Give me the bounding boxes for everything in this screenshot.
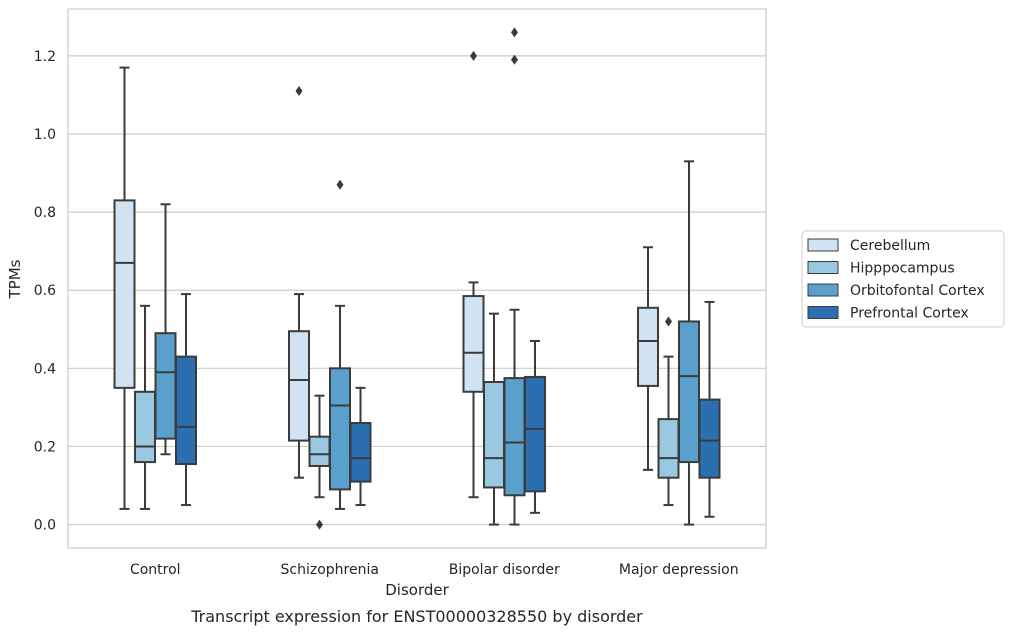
legend-swatch bbox=[807, 306, 839, 319]
box-body bbox=[462, 295, 485, 393]
box-0-1 bbox=[134, 304, 156, 510]
box-body bbox=[154, 332, 177, 440]
y-tick-label: 1.2 bbox=[34, 49, 56, 65]
outlier-point bbox=[665, 316, 672, 327]
box-body bbox=[134, 390, 156, 464]
legend-label: Orbitofontal Cortex bbox=[850, 283, 985, 299]
legend-swatch bbox=[807, 283, 839, 297]
box-2-1 bbox=[483, 312, 505, 526]
box-0-0 bbox=[113, 66, 136, 510]
box-0-3 bbox=[175, 293, 197, 507]
legend-item: Hipppocampus bbox=[807, 261, 955, 277]
outlier-point bbox=[470, 50, 477, 61]
legend: Cerebellum Hipppocampus Orbitofontal Corte… bbox=[801, 230, 1005, 328]
box-3-3 bbox=[698, 300, 721, 518]
outlier-point bbox=[336, 179, 344, 190]
outlier-point bbox=[316, 519, 323, 530]
x-tick-labels: Control Schizophrenia Bipolar disorder Majo… bbox=[130, 562, 739, 578]
legend-label: Cerebellum bbox=[850, 238, 930, 254]
box-body bbox=[483, 381, 505, 489]
box-body bbox=[329, 367, 351, 491]
x-axis-label: Disorder bbox=[385, 581, 449, 599]
box-3-2 bbox=[678, 160, 700, 526]
x-tick-label: Schizophrenia bbox=[281, 562, 379, 578]
box-1-0 bbox=[288, 86, 310, 479]
plot-frame bbox=[67, 8, 767, 549]
y-tick-label: 0.6 bbox=[34, 283, 56, 299]
box-body bbox=[503, 377, 526, 497]
y-tick-label: 0.4 bbox=[34, 361, 56, 377]
box-body bbox=[349, 422, 372, 483]
box-3-0 bbox=[637, 246, 659, 471]
x-tick-label: Control bbox=[130, 562, 181, 578]
box-body bbox=[288, 330, 310, 442]
chart-caption: Transcript expression for ENST0000032855… bbox=[190, 607, 643, 626]
box-body bbox=[678, 320, 700, 464]
box-0-2 bbox=[154, 203, 177, 456]
legend-swatch bbox=[807, 238, 839, 252]
outlier-point bbox=[511, 27, 518, 38]
y-tick-label: 0.2 bbox=[34, 439, 56, 455]
box-2-0 bbox=[462, 50, 485, 499]
outlier-point bbox=[511, 54, 518, 65]
box-body bbox=[524, 375, 546, 493]
box-body bbox=[308, 435, 331, 467]
box-2-3 bbox=[524, 339, 546, 514]
box-1-3 bbox=[349, 386, 372, 507]
box-body bbox=[698, 398, 721, 479]
y-tick-label: 1.0 bbox=[34, 127, 56, 143]
legend-item: Cerebellum bbox=[807, 238, 930, 254]
legend-item: Prefrontal Cortex bbox=[807, 306, 969, 322]
x-tick-label: Major depression bbox=[619, 562, 739, 578]
y-tick-labels: 0.0 0.2 0.4 0.6 0.8 1.0 1.2 bbox=[34, 49, 56, 534]
box-body bbox=[175, 355, 197, 466]
y-axis-label: TPMs bbox=[6, 259, 24, 299]
legend-swatch bbox=[807, 261, 839, 274]
legend-item: Orbitofontal Cortex bbox=[807, 283, 985, 299]
x-tick-label: Bipolar disorder bbox=[449, 562, 560, 578]
legend-label: Hipppocampus bbox=[850, 261, 955, 277]
box-body bbox=[657, 418, 680, 479]
box-body bbox=[113, 199, 136, 389]
legend-box bbox=[801, 230, 1005, 328]
outlier-point bbox=[295, 86, 303, 97]
y-tick-label: 0.8 bbox=[34, 205, 56, 221]
box-body bbox=[637, 306, 659, 387]
y-tick-label: 0.0 bbox=[34, 518, 56, 534]
legend-label: Prefrontal Cortex bbox=[850, 306, 969, 322]
boxes-layer bbox=[113, 27, 721, 530]
